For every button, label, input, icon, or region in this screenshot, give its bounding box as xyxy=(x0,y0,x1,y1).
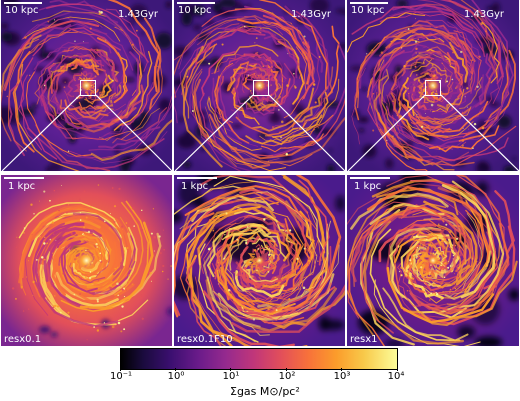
run-label-bottom-1: resx0.1 xyxy=(4,334,42,345)
scale-bar-top-3 xyxy=(350,2,388,4)
scale-label-top-3: 10 kpc xyxy=(351,5,385,16)
zoom-box-top-2 xyxy=(253,80,269,96)
colorbar-tick-label: 10⁻¹ xyxy=(109,371,133,382)
scale-label-bottom-1: 1 kpc xyxy=(8,181,36,192)
zoom-panel-resx0.1F10 xyxy=(174,175,345,346)
scale-bar-top-1 xyxy=(4,2,42,4)
colorbar-tick-label: 10⁴ xyxy=(387,371,405,382)
colorbar-tick-label: 10² xyxy=(278,371,296,382)
colorbar-tick xyxy=(230,368,231,371)
density-map xyxy=(1,175,172,346)
scale-bar-bottom-1 xyxy=(4,177,44,179)
scale-bar-bottom-2 xyxy=(177,177,217,179)
scale-label-top-1: 10 kpc xyxy=(5,5,39,16)
colorbar-tick xyxy=(397,368,398,371)
time-label-top-3: 1.43Gyr xyxy=(464,9,505,20)
colorbar-tick-label: 10⁰ xyxy=(167,371,185,382)
scale-label-bottom-3: 1 kpc xyxy=(354,181,382,192)
scale-label-bottom-2: 1 kpc xyxy=(181,181,209,192)
density-map xyxy=(174,175,345,346)
colorbar-tick-label: 10¹ xyxy=(222,371,240,382)
scale-label-top-2: 10 kpc xyxy=(178,5,212,16)
zoom-panel-resx1 xyxy=(347,175,519,346)
colorbar-tick-label: 10³ xyxy=(333,371,351,382)
time-label-top-2: 1.43Gyr xyxy=(291,9,332,20)
zoom-panel-resx0.1 xyxy=(1,175,172,346)
run-label-bottom-3: resx1 xyxy=(350,334,378,345)
time-label-top-1: 1.43Gyr xyxy=(118,9,159,20)
colorbar-gradient xyxy=(120,348,398,370)
colorbar-tick xyxy=(341,368,342,371)
colorbar-tick xyxy=(175,368,176,371)
colorbar xyxy=(120,348,398,371)
zoom-box-top-3 xyxy=(425,80,441,96)
scale-bar-bottom-3 xyxy=(350,177,390,179)
zoom-box-top-1 xyxy=(80,80,96,96)
scale-bar-top-2 xyxy=(177,2,215,4)
colorbar-tick xyxy=(120,368,121,371)
density-map xyxy=(347,175,519,346)
colorbar-title: Σgas M⊙/pc² xyxy=(230,385,300,398)
colorbar-tick xyxy=(286,368,287,371)
run-label-bottom-2: resx0.1F10 xyxy=(177,334,233,345)
